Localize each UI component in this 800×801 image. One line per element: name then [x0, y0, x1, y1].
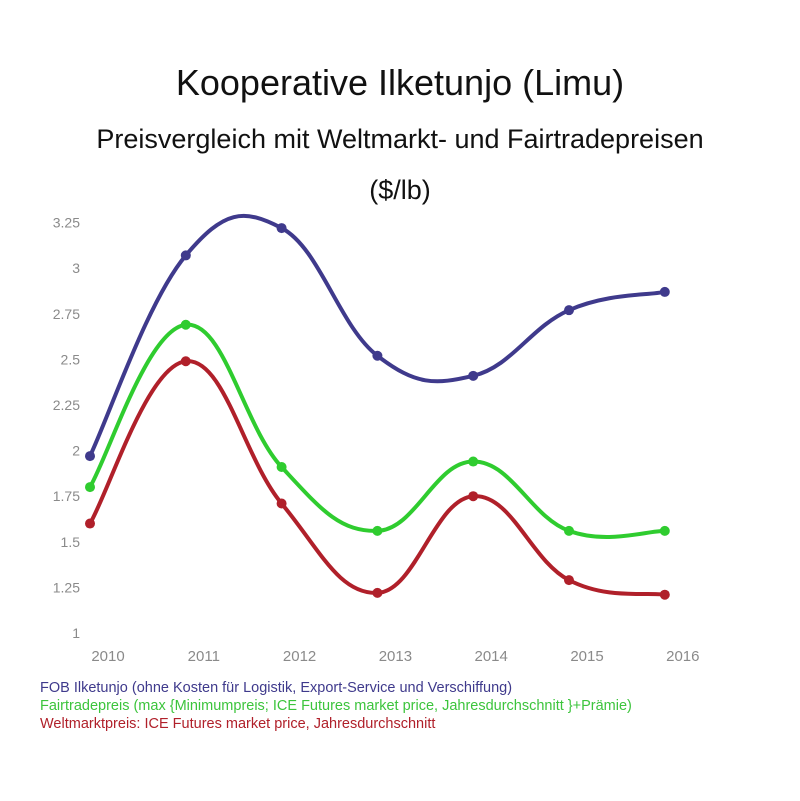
y-tick-label: 2 [72, 443, 80, 459]
data-point[interactable] [180, 356, 191, 367]
data-point[interactable] [85, 451, 95, 462]
y-tick-label: 3 [72, 260, 80, 276]
y-tick-label: 1.5 [61, 534, 81, 550]
data-point[interactable] [564, 525, 574, 536]
y-tick-label: 1.75 [53, 488, 80, 504]
y-tick-label: 2.5 [61, 351, 81, 367]
data-point[interactable] [372, 525, 383, 536]
y-tick-label: 1.25 [53, 579, 80, 595]
data-point[interactable] [180, 250, 191, 261]
series-line [88, 359, 667, 597]
x-tick-label: 2012 [283, 648, 316, 665]
series-fairtrade [85, 319, 670, 539]
data-point[interactable] [276, 462, 287, 473]
data-point[interactable] [468, 491, 479, 502]
data-point[interactable] [372, 350, 383, 361]
data-point[interactable] [659, 589, 670, 600]
data-point[interactable] [468, 456, 479, 467]
x-tick-label: 2016 [666, 648, 699, 665]
series-line [88, 213, 667, 459]
series-fob [85, 213, 670, 462]
series-weltmarkt [85, 356, 670, 600]
x-tick-label: 2015 [570, 648, 603, 665]
x-tick-label: 2011 [188, 648, 220, 665]
x-tick-label: 2013 [379, 648, 412, 665]
x-tick-label: 2010 [91, 648, 124, 665]
data-point[interactable] [180, 319, 191, 330]
legend-item-fairtrade[interactable]: Fairtradepreis (max {Minimumpreis; ICE F… [40, 698, 632, 714]
legend: FOB Ilketunjo (ohne Kosten für Logistik,… [40, 679, 632, 733]
x-tick-label: 2014 [475, 648, 508, 665]
chart-title: Kooperative Ilketunjo (Limu) [175, 62, 625, 103]
series-line [88, 322, 667, 539]
chart-subtitle: Preisvergleich mit Weltmarkt- und Fairtr… [96, 124, 704, 154]
y-tick-label: 2.75 [53, 306, 80, 322]
plot-area [85, 213, 670, 600]
legend-item-fob[interactable]: FOB Ilketunjo (ohne Kosten für Logistik,… [40, 680, 513, 696]
data-point[interactable] [659, 286, 670, 297]
y-tick-label: 3.25 [53, 215, 80, 231]
data-point[interactable] [659, 525, 670, 536]
data-point[interactable] [372, 587, 383, 598]
y-axis: 1 1.25 1.5 1.75 2 2.25 2.5 2.75 3 3.25 [53, 215, 80, 641]
x-axis: 2010 2011 2012 2013 2014 2015 2016 [91, 648, 699, 665]
legend-item-weltmarkt[interactable]: Weltmarktpreis: ICE Futures market price… [40, 716, 436, 732]
data-point[interactable] [276, 223, 287, 234]
data-point[interactable] [468, 370, 479, 381]
data-point[interactable] [276, 498, 287, 509]
data-point[interactable] [564, 575, 574, 586]
data-point[interactable] [85, 482, 95, 493]
data-point[interactable] [564, 305, 574, 316]
chart-unit: ($/lb) [369, 175, 431, 205]
y-tick-label: 1 [72, 625, 80, 641]
y-tick-label: 2.25 [53, 397, 80, 413]
data-point[interactable] [85, 518, 95, 529]
